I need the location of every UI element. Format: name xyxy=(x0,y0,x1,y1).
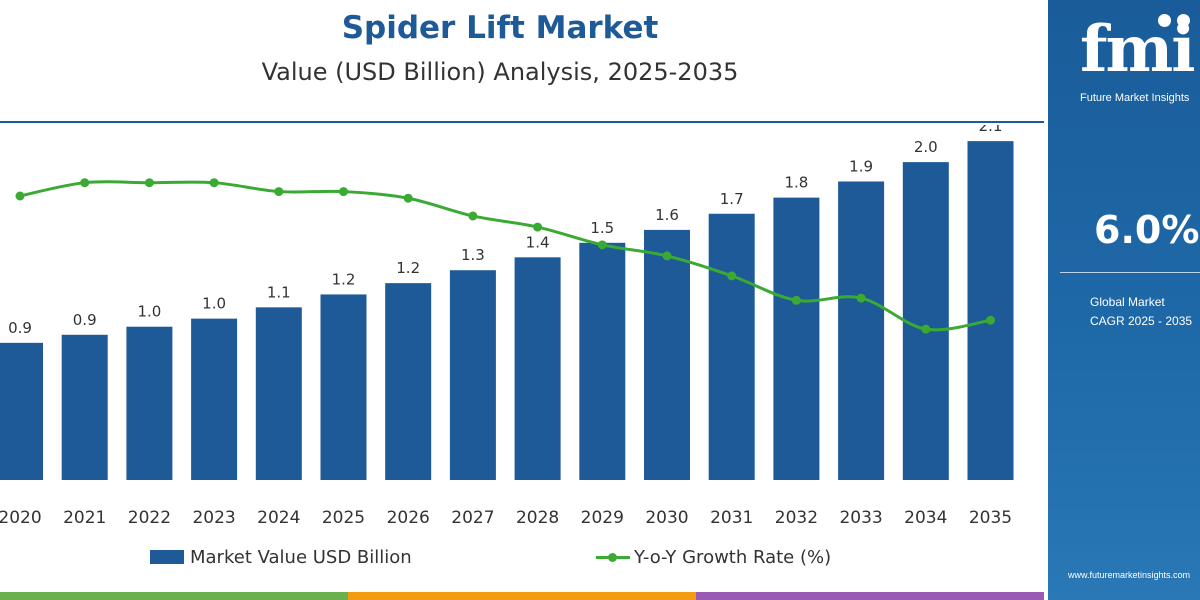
bar-label-2027: 1.3 xyxy=(461,246,485,264)
growth-point-2023 xyxy=(209,178,219,188)
growth-point-2027 xyxy=(468,211,478,221)
growth-point-2034 xyxy=(921,324,931,334)
growth-point-2029 xyxy=(597,240,607,250)
bottom-color-strip xyxy=(0,592,1044,600)
bar-2028 xyxy=(514,257,561,480)
title-divider xyxy=(0,121,1044,123)
bar-label-2032: 1.8 xyxy=(784,174,808,192)
x-tick-2028: 2028 xyxy=(516,508,559,528)
x-tick-2021: 2021 xyxy=(63,508,106,528)
side-panel: fmi Future Market Insights 6.0% Global M… xyxy=(1048,0,1200,600)
bar-2023 xyxy=(191,318,238,480)
growth-point-2026 xyxy=(403,193,413,203)
bar-label-2030: 1.6 xyxy=(655,206,679,224)
x-tick-2029: 2029 xyxy=(581,508,624,528)
x-tick-2030: 2030 xyxy=(645,508,688,528)
cagr-value: 6.0% xyxy=(1094,208,1200,252)
x-tick-2025: 2025 xyxy=(322,508,365,528)
logo-dots-icon xyxy=(1158,14,1190,27)
panel-divider xyxy=(1060,272,1200,273)
bar-label-2034: 2.0 xyxy=(914,138,938,156)
growth-point-2035 xyxy=(986,315,995,325)
growth-point-2021 xyxy=(80,178,90,188)
x-tick-2033: 2033 xyxy=(839,508,882,528)
cagr-label-line2: CAGR 2025 - 2035 xyxy=(1090,314,1193,328)
growth-point-2031 xyxy=(727,271,737,281)
growth-point-2025 xyxy=(339,187,348,197)
growth-rate-line xyxy=(19,180,991,332)
x-tick-2020: 2020 xyxy=(0,508,42,528)
bar-label-2026: 1.2 xyxy=(396,259,420,277)
bar-label-2028: 1.4 xyxy=(526,233,550,251)
x-tick-2034: 2034 xyxy=(904,508,947,528)
growth-point-2032 xyxy=(791,295,801,305)
cagr-label-line1: Global Market xyxy=(1090,295,1165,309)
bar-label-2033: 1.9 xyxy=(849,157,873,175)
bar-2021 xyxy=(61,334,108,480)
bar-2035 xyxy=(967,141,1014,481)
bar-2031 xyxy=(708,213,755,480)
x-tick-2022: 2022 xyxy=(128,508,171,528)
growth-point-2020 xyxy=(15,191,25,201)
growth-point-2028 xyxy=(533,222,543,232)
strip-segment-orange xyxy=(348,592,696,600)
legend-line: Y-o-Y Growth Rate (%) xyxy=(596,543,831,571)
legend-bar: Market Value USD Billion xyxy=(150,543,412,571)
bar-2027 xyxy=(449,270,496,480)
fmi-logo: fmi xyxy=(1080,12,1196,87)
x-tick-2024: 2024 xyxy=(257,508,300,528)
bar-2034 xyxy=(902,162,949,480)
logo-company-name: Future Market Insights xyxy=(1080,92,1190,104)
legend-line-swatch xyxy=(596,550,630,564)
x-tick-2027: 2027 xyxy=(451,508,494,528)
bar-label-2025: 1.2 xyxy=(332,270,356,288)
x-tick-2031: 2031 xyxy=(710,508,753,528)
bar-label-2020: 0.9 xyxy=(8,319,32,337)
bar-label-2021: 0.9 xyxy=(73,311,97,329)
bar-label-2023: 1.0 xyxy=(202,295,226,313)
strip-segment-green xyxy=(0,592,348,600)
growth-point-2033 xyxy=(856,293,866,303)
x-tick-2023: 2023 xyxy=(192,508,235,528)
legend-bar-label: Market Value USD Billion xyxy=(190,546,412,568)
bar-2025 xyxy=(320,294,367,480)
bar-2024 xyxy=(255,307,302,480)
bar-2033 xyxy=(838,181,885,480)
growth-point-2024 xyxy=(274,187,284,197)
x-tick-2032: 2032 xyxy=(775,508,818,528)
website-link[interactable]: www.futuremarketinsights.com xyxy=(1068,570,1191,580)
legend-line-label: Y-o-Y Growth Rate (%) xyxy=(634,546,832,568)
bar-2026 xyxy=(385,283,432,480)
bar-2029 xyxy=(579,242,626,480)
bar-label-2022: 1.0 xyxy=(137,303,161,321)
chart-subtitle: Value (USD Billion) Analysis, 2025-2035 xyxy=(261,58,739,86)
bar-2032 xyxy=(773,197,820,480)
chart-title: Spider Lift Market xyxy=(341,10,659,46)
bar-label-2029: 1.5 xyxy=(590,219,614,237)
bar-2020 xyxy=(0,342,43,480)
cagr-label: Global Market CAGR 2025 - 2035 xyxy=(1090,293,1192,331)
bar-2022 xyxy=(126,326,173,480)
strip-segment-purple xyxy=(696,592,1044,600)
bar-2030 xyxy=(644,229,690,480)
bar-label-2031: 1.7 xyxy=(720,190,744,208)
bar-label-2024: 1.1 xyxy=(267,283,291,301)
bar-label-2035: 2.1 xyxy=(979,125,1003,135)
x-tick-2026: 2026 xyxy=(387,508,430,528)
growth-point-2030 xyxy=(662,251,672,261)
x-tick-2035: 2035 xyxy=(969,508,1012,528)
chart-plot: 0.9 2020 0.9 2021 1.0 2022 1.0 2023 1.1 2024 1.2 20… xyxy=(0,125,1014,528)
legend-bar-swatch xyxy=(150,550,184,564)
growth-point-2022 xyxy=(144,178,154,188)
